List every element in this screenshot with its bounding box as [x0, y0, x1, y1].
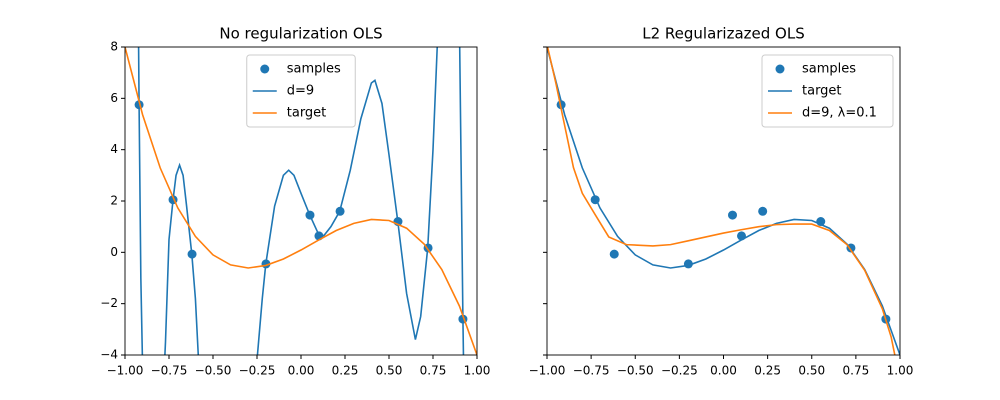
axes-frame: [124, 46, 478, 356]
x-tick-label: 0.75: [420, 364, 447, 378]
x-tick-label: 0.00: [288, 364, 315, 378]
x-tick-label: 1.00: [887, 364, 914, 378]
y-tick-label: 8: [110, 40, 118, 54]
x-tick-label: 0.25: [754, 364, 781, 378]
legend-box: [761, 54, 894, 128]
y-tick-label: 0: [110, 245, 118, 259]
legend-label: samples: [287, 62, 341, 77]
legend-label: samples: [802, 62, 856, 77]
curve: [547, 47, 900, 355]
curve: [137, 47, 465, 355]
axes-frame: [546, 46, 901, 356]
y-tick-label: 2: [110, 194, 118, 208]
chart-title: No regularization OLS: [219, 25, 382, 43]
x-tick-label: −0.25: [661, 364, 698, 378]
curve: [547, 47, 896, 355]
y-tick-label: 6: [110, 91, 118, 105]
chart-title: L2 Regularizazed OLS: [642, 25, 805, 43]
x-tick-label: 0.50: [798, 364, 825, 378]
legend: samples d=9 target: [246, 54, 356, 128]
x-tick-label: −1.00: [107, 364, 144, 378]
x-tick-label: −1.00: [529, 364, 566, 378]
axes: L2 Regularizazed OLS −1.00 −0.75 −0.50 −0.25…: [529, 25, 914, 378]
sample-point: [758, 206, 768, 216]
x-tick-label: −0.25: [239, 364, 276, 378]
sample-point: [728, 210, 738, 220]
x-tick-label: 0.25: [332, 364, 359, 378]
legend-label: target: [287, 106, 327, 121]
y-tick-label: 4: [110, 142, 118, 156]
plot-area: [547, 47, 900, 355]
curve: [125, 47, 477, 355]
legend-marker: [260, 64, 270, 74]
y-tick-label: −4: [100, 348, 118, 362]
legend: samples target d=9, λ=0.1: [761, 54, 894, 128]
x-tick-label: −0.50: [617, 364, 654, 378]
y-tick-label: −2: [100, 296, 118, 310]
legend-label: d=9, λ=0.1: [802, 106, 877, 121]
legend-label: d=9: [287, 84, 314, 99]
plot-area: [125, 47, 477, 355]
sample-point: [609, 249, 619, 259]
legend-marker: [775, 64, 785, 74]
x-tick-label: 1.00: [464, 364, 491, 378]
legend-box: [246, 54, 356, 128]
x-tick-label: 0.50: [376, 364, 403, 378]
x-tick-label: −0.50: [195, 364, 232, 378]
x-tick-label: −0.75: [573, 364, 610, 378]
legend-label: target: [802, 84, 842, 99]
axes: No regularization OLS −1.00 −0.75 −0.50 −0.2…: [100, 25, 491, 378]
x-tick-label: −0.75: [151, 364, 188, 378]
x-tick-label: 0.75: [843, 364, 870, 378]
x-tick-label: 0.00: [710, 364, 737, 378]
